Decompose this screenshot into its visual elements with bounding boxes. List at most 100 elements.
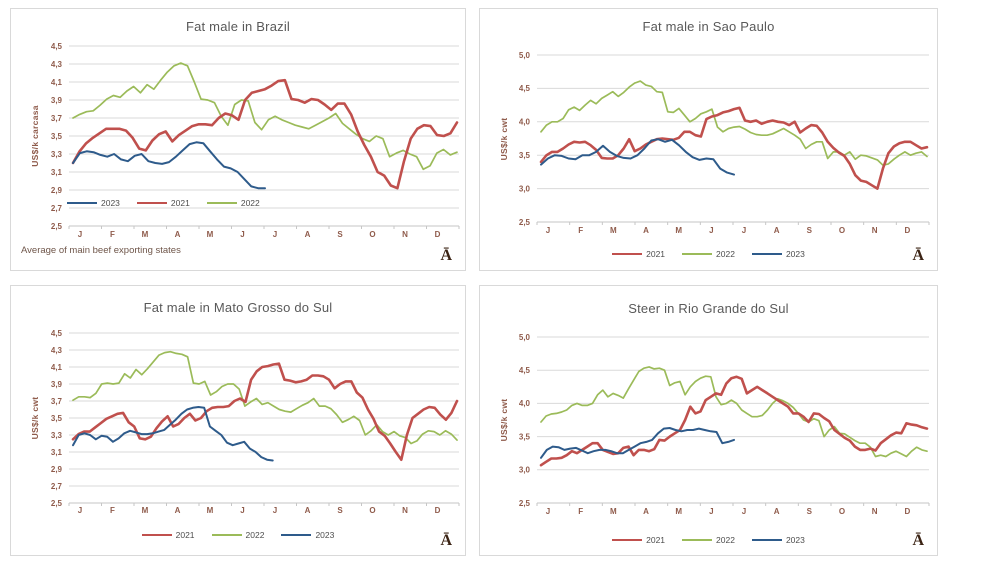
y-tick-label: 4,5 [51, 329, 63, 338]
y-tick-label: 4,0 [519, 399, 531, 408]
y-tick-label: 5,0 [519, 333, 531, 342]
x-tick-label: J [742, 507, 746, 516]
legend-item-2022: 2022 [206, 198, 260, 208]
legend-label: 2023 [315, 530, 335, 540]
y-tick-label: 2,5 [519, 218, 531, 227]
y-tick-label: 2,9 [51, 465, 63, 474]
legend-swatch-2023 [67, 202, 97, 204]
chart-panel-brazil: Fat male in Brazil US$/k carcasa 2,5 2,7 2… [10, 8, 466, 271]
y-tick-label: 3,3 [51, 150, 63, 159]
legend-swatch-2021 [141, 534, 172, 536]
x-tick-label: J [273, 230, 277, 239]
legend-swatch-2023 [281, 534, 312, 536]
legend-label: 2021 [175, 530, 195, 540]
legend-label: 2023 [101, 198, 120, 208]
x-tick-label: J [78, 230, 82, 239]
legend-swatch-2021 [612, 539, 643, 541]
y-tick-label: 3,3 [51, 431, 63, 440]
chart-title: Fat male in Sao Paulo [642, 19, 775, 34]
x-tick-label: S [807, 507, 813, 516]
chart-legend: 2021 2022 2023 [480, 249, 937, 259]
chart-plot: 2,5 2,7 2,9 3,1 3,3 3,5 3,7 3,9 4,1 4,3 4,5 J F M A M J J… [51, 329, 460, 515]
x-tick-label: J [273, 506, 277, 515]
chart-plot: 2,5 3,0 3,5 4,0 4,5 5,0 J F M A M J J A S O N D [519, 51, 930, 235]
x-tick-label: A [643, 226, 649, 235]
x-tick-label: F [578, 507, 583, 516]
y-tick-label: 3,0 [519, 184, 531, 193]
x-tick-label: D [904, 507, 910, 516]
y-tick-label: 3,1 [51, 168, 63, 177]
y-tick-label: 2,9 [51, 186, 63, 195]
x-tick-label: J [709, 507, 713, 516]
y-tick-label: 2,5 [51, 222, 63, 231]
legend-label: 2022 [245, 530, 265, 540]
chart-panel-rio-grande: Steer in Rio Grande do Sul US$/k cwt 2,5… [479, 285, 938, 556]
legend-swatch-2021 [612, 253, 643, 255]
x-tick-label: S [807, 226, 813, 235]
y-tick-label: 4,3 [51, 60, 63, 69]
x-tick-label: A [305, 506, 311, 515]
corner-mark: Ā [440, 247, 452, 264]
x-tick-label: O [839, 226, 845, 235]
x-tick-label: M [207, 230, 214, 239]
y-tick-label: 4,5 [519, 84, 531, 93]
x-tick-label: M [142, 506, 149, 515]
legend-item-2023: 2023 [751, 535, 805, 545]
y-tick-label: 2,7 [51, 482, 63, 491]
y-tick-label: 3,5 [519, 432, 531, 441]
corner-mark: Ā [440, 532, 452, 549]
x-tick-label: J [709, 226, 713, 235]
y-tick-label: 4,5 [519, 366, 531, 375]
legend-swatch-2023 [751, 253, 782, 255]
chart-legend: 2021 2022 2023 [480, 535, 937, 545]
y-tick-label: 4,0 [519, 118, 531, 127]
x-tick-label: J [240, 506, 244, 515]
x-tick-label: J [546, 507, 550, 516]
x-tick-label: M [142, 230, 149, 239]
legend-item-2021: 2021 [141, 530, 195, 540]
series-line-2021 [71, 78, 459, 190]
legend-label: 2023 [785, 249, 805, 259]
series-line-2022 [72, 350, 458, 445]
x-tick-label: A [774, 226, 780, 235]
x-tick-label: D [904, 226, 910, 235]
x-tick-label: O [839, 507, 845, 516]
legend-item-2023: 2023 [281, 530, 334, 540]
corner-mark: Ā [912, 532, 924, 549]
y-tick-label: 4,3 [51, 346, 63, 355]
x-tick-label: M [675, 226, 682, 235]
legend-item-2021: 2021 [612, 249, 665, 259]
legend-label: 2022 [716, 535, 735, 545]
y-tick-label: 2,5 [519, 499, 531, 508]
legend-item-2021: 2021 [136, 198, 190, 208]
legend-label: 2021 [170, 198, 190, 208]
x-tick-label: A [175, 506, 181, 515]
x-tick-label: A [305, 230, 311, 239]
x-tick-label: N [402, 230, 408, 239]
x-tick-label: J [78, 506, 82, 515]
legend-label: 2022 [240, 198, 260, 208]
x-tick-label: O [369, 506, 375, 515]
x-tick-label: D [435, 230, 441, 239]
y-tick-label: 2,5 [51, 499, 63, 508]
x-tick-label: J [546, 226, 550, 235]
x-tick-label: S [337, 506, 343, 515]
x-tick-label: M [610, 226, 617, 235]
corner-mark: Ā [912, 247, 924, 264]
legend-item-2021: 2021 [612, 535, 665, 545]
chart-title: Fat male in Brazil [185, 19, 291, 34]
legend-swatch-2021 [136, 202, 167, 204]
chart-title: Steer in Rio Grande do Sul [628, 301, 789, 316]
legend-label: 2021 [646, 535, 666, 545]
x-tick-label: O [369, 230, 375, 239]
series-line-2022 [72, 62, 458, 171]
legend-item-2022: 2022 [211, 530, 265, 540]
x-tick-label: A [175, 230, 181, 239]
y-tick-label: 4,1 [51, 363, 63, 372]
legend-label: 2022 [716, 249, 735, 259]
legend-label: 2023 [785, 535, 805, 545]
legend-swatch-2022 [206, 202, 237, 204]
chart-title: Fat male in Mato Grosso do Sul [143, 300, 333, 315]
x-tick-label: M [610, 507, 617, 516]
y-tick-label: 3,5 [51, 132, 63, 141]
